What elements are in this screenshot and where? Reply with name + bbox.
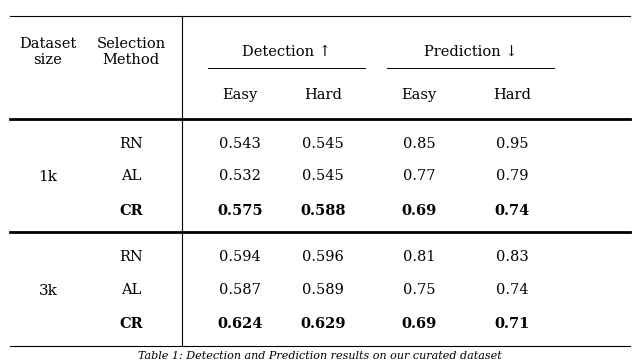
Text: 0.587: 0.587 — [219, 283, 261, 297]
Text: 0.71: 0.71 — [494, 317, 530, 331]
Text: 0.85: 0.85 — [403, 137, 435, 151]
Text: Hard: Hard — [304, 89, 342, 102]
Text: 0.81: 0.81 — [403, 251, 435, 264]
Text: 0.83: 0.83 — [495, 251, 529, 264]
Text: Hard: Hard — [493, 89, 531, 102]
Text: 0.74: 0.74 — [494, 204, 530, 217]
Text: 0.543: 0.543 — [219, 137, 261, 151]
Text: RN: RN — [119, 137, 143, 151]
Text: 3k: 3k — [38, 284, 58, 298]
Text: Selection
Method: Selection Method — [97, 37, 166, 67]
Text: 0.77: 0.77 — [403, 170, 435, 183]
Text: Easy: Easy — [401, 89, 437, 102]
Text: Table 1: Detection and Prediction results on our curated dataset: Table 1: Detection and Prediction result… — [138, 351, 502, 360]
Text: AL: AL — [121, 170, 141, 183]
Text: 0.95: 0.95 — [496, 137, 528, 151]
Text: 0.629: 0.629 — [300, 317, 346, 331]
Text: 0.596: 0.596 — [302, 251, 344, 264]
Text: 0.79: 0.79 — [496, 170, 528, 183]
Text: Detection ↑: Detection ↑ — [242, 45, 331, 59]
Text: 0.545: 0.545 — [302, 137, 344, 151]
Text: 0.69: 0.69 — [401, 317, 437, 331]
Text: 1k: 1k — [38, 170, 58, 184]
Text: 0.575: 0.575 — [217, 204, 263, 217]
Text: 0.589: 0.589 — [302, 283, 344, 297]
Text: Easy: Easy — [222, 89, 258, 102]
Text: 0.74: 0.74 — [496, 283, 528, 297]
Text: 0.545: 0.545 — [302, 170, 344, 183]
Text: 0.588: 0.588 — [300, 204, 346, 217]
Text: CR: CR — [119, 317, 143, 331]
Text: AL: AL — [121, 283, 141, 297]
Text: 0.532: 0.532 — [219, 170, 261, 183]
Text: 0.69: 0.69 — [401, 204, 437, 217]
Text: Prediction ↓: Prediction ↓ — [424, 45, 517, 59]
Text: RN: RN — [119, 251, 143, 264]
Text: 0.594: 0.594 — [219, 251, 261, 264]
Text: CR: CR — [119, 204, 143, 217]
Text: 0.75: 0.75 — [403, 283, 435, 297]
Text: Dataset
size: Dataset size — [19, 37, 77, 67]
Text: 0.624: 0.624 — [217, 317, 263, 331]
